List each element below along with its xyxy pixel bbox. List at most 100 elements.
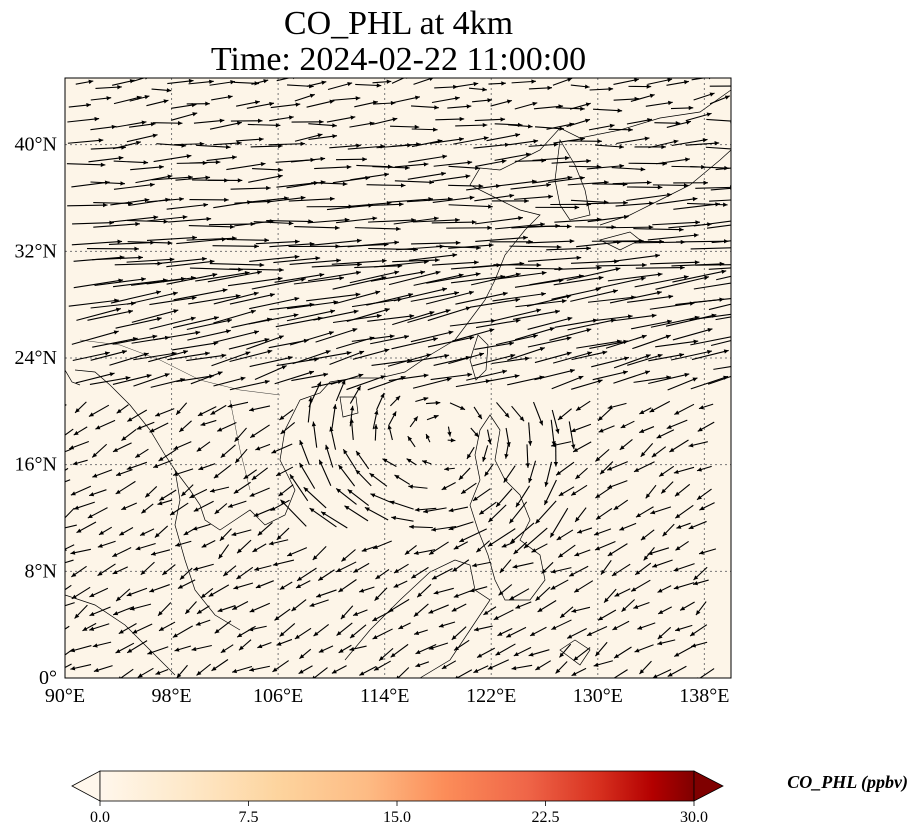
wind-vector-head — [182, 215, 188, 220]
wind-vector — [352, 348, 390, 360]
wind-vector-head — [657, 353, 663, 359]
wind-vector-head — [575, 474, 581, 480]
wind-vector-head — [706, 112, 712, 117]
wind-vector-head — [356, 143, 361, 148]
wind-vector-head — [220, 453, 226, 458]
wind-vector — [246, 197, 289, 203]
wind-vector — [568, 421, 575, 450]
wind-vector-head — [196, 447, 202, 452]
wind-vector — [188, 225, 235, 228]
wind-vector-head — [254, 330, 259, 335]
wind-vector — [368, 247, 418, 251]
wind-vector-head — [346, 350, 352, 356]
colorbar-tick-label: 22.5 — [532, 809, 560, 826]
wind-vector — [311, 182, 348, 185]
wind-vector-head — [332, 123, 337, 128]
wind-vector-head — [391, 515, 397, 521]
wind-vector-head — [415, 649, 421, 654]
wind-vector-head — [651, 452, 657, 458]
wind-vector — [146, 276, 196, 285]
wind-vector-head — [278, 167, 283, 173]
wind-vector-head — [136, 425, 142, 430]
wind-vector — [234, 200, 272, 204]
wind-vector — [230, 187, 271, 190]
wind-vector-head — [221, 353, 227, 358]
wind-vector-head — [531, 548, 537, 553]
wind-vector-head — [408, 292, 414, 298]
wind-vector-head — [453, 593, 459, 598]
wind-vector-head — [176, 673, 182, 678]
wind-vector — [289, 259, 341, 266]
wind-vector-head — [544, 499, 549, 505]
wind-vector-head — [93, 668, 99, 673]
wind-vector-head — [468, 290, 474, 295]
wind-vector-head — [646, 180, 652, 185]
wind-vector-head — [193, 566, 199, 571]
wind-vector-head — [408, 484, 413, 489]
wind-vector-head — [556, 470, 562, 476]
wind-vector — [455, 124, 488, 127]
wind-vector — [455, 292, 508, 305]
wind-vector-head — [598, 416, 603, 421]
wind-vector-head — [73, 430, 79, 436]
wind-vector-head — [668, 100, 673, 106]
wind-vector-head — [675, 627, 681, 632]
wind-vector-head — [196, 609, 202, 614]
wind-vector-head — [540, 222, 545, 227]
wind-vector-head — [478, 183, 484, 189]
wind-vector — [388, 198, 434, 203]
wind-vector-head — [674, 410, 680, 415]
wind-vector — [549, 507, 569, 538]
wind-vector-head — [396, 675, 400, 678]
wind-vector-head — [515, 502, 521, 508]
wind-vector — [589, 340, 629, 350]
wind-vector — [648, 140, 679, 149]
wind-vector — [570, 289, 618, 302]
wind-vector-head — [567, 78, 573, 82]
wind-vector-head — [335, 225, 340, 230]
wind-vector-head — [414, 95, 420, 100]
wind-vector-head — [714, 141, 720, 146]
wind-vector — [209, 121, 242, 130]
wind-vector-head — [580, 175, 585, 181]
wind-vector-head — [435, 270, 441, 275]
wind-vector-head — [82, 626, 88, 631]
wind-vector-head — [87, 514, 93, 519]
wind-vector-head — [115, 648, 121, 653]
wind-vector-head — [376, 83, 382, 88]
wind-vector-head — [232, 605, 238, 610]
wind-vector-head — [423, 509, 428, 514]
wind-vector-head — [679, 352, 685, 358]
wind-vector-head — [230, 80, 236, 85]
wind-vector — [472, 354, 516, 367]
wind-vector — [652, 221, 701, 226]
wind-vector — [471, 262, 525, 269]
wind-vector — [394, 163, 429, 168]
wind-vector-head — [384, 308, 390, 313]
wind-vector-head — [195, 621, 201, 626]
wind-vector-head — [748, 334, 753, 338]
wind-vector-head — [75, 408, 80, 413]
wind-vector — [656, 197, 698, 205]
wind-vector — [650, 261, 700, 265]
wind-vector — [229, 380, 270, 391]
wind-vector — [554, 319, 598, 328]
wind-vector-head — [692, 377, 698, 382]
wind-vector-head — [355, 469, 361, 475]
wind-vector-head — [132, 629, 138, 634]
wind-vector — [611, 254, 660, 263]
wind-vector-head — [426, 353, 432, 358]
wind-vector-head — [441, 485, 447, 490]
wind-vector — [329, 144, 361, 149]
wind-vector-head — [506, 99, 512, 104]
wind-vector — [595, 144, 624, 148]
wind-vector-head — [640, 167, 646, 172]
wind-vector — [571, 379, 603, 390]
wind-vector — [150, 378, 186, 388]
wind-vector-head — [411, 574, 417, 579]
wind-vector-head — [586, 246, 591, 251]
wind-vector-head — [295, 583, 301, 588]
wind-vector — [167, 352, 210, 361]
wind-vector-head — [634, 648, 640, 653]
